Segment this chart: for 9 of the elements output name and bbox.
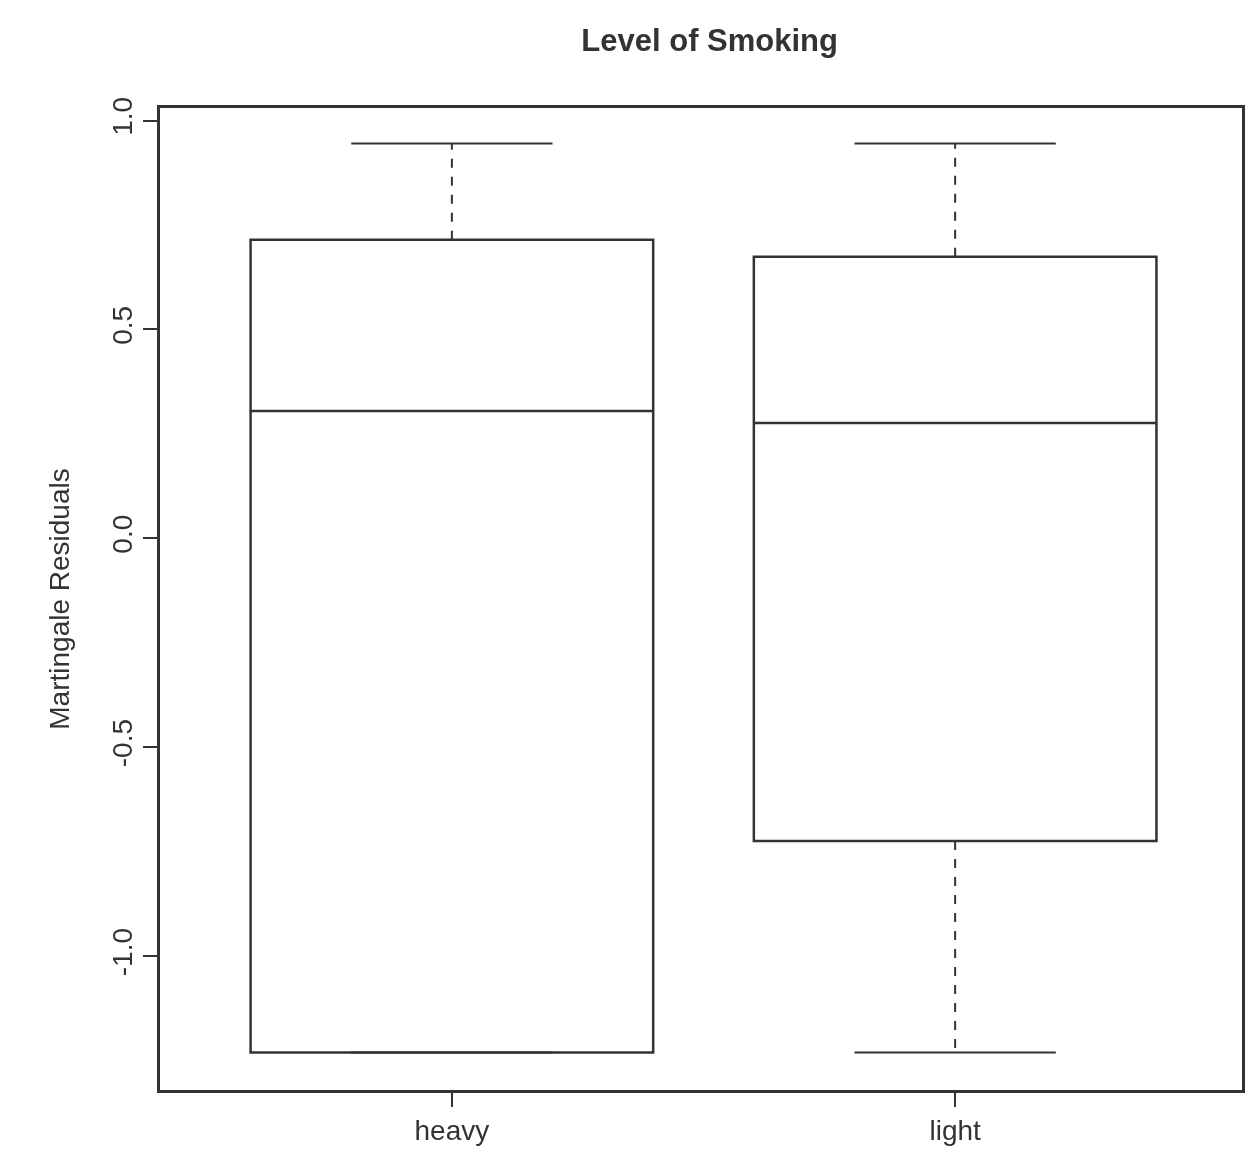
y-tick-label: 1.0	[107, 96, 139, 136]
y-tick-label: -1.0	[107, 927, 139, 977]
y-tick-label: 0.0	[107, 514, 139, 554]
chart-title: Level of Smoking	[581, 22, 838, 58]
x-tick-label: light	[929, 1115, 982, 1147]
x-tick-label: heavy	[414, 1115, 490, 1147]
y-axis-title: Martingale Residuals	[43, 468, 75, 730]
y-tick-label: -0.5	[107, 719, 139, 768]
y-tick-label: 0.5	[107, 305, 139, 345]
